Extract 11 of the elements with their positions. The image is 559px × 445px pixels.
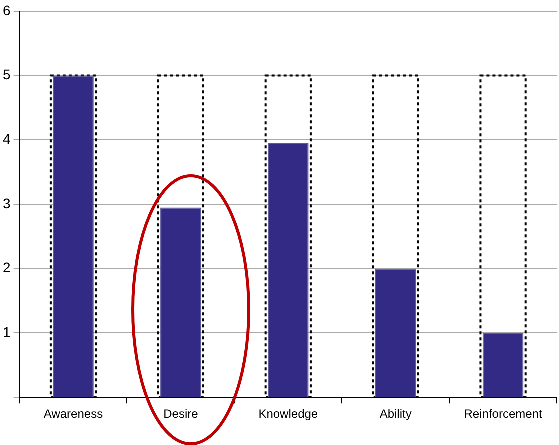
x-tick-label: Ability <box>380 407 412 422</box>
y-tick-label: 3 <box>2 195 11 212</box>
y-tick-label: 2 <box>2 260 11 276</box>
x-tick-label: Awareness <box>44 407 104 422</box>
x-tick-label: Desire <box>164 407 199 422</box>
y-tick-label: 1 <box>2 324 11 340</box>
x-tick-label: Knowledge <box>258 407 318 422</box>
y-tick-label: 6 <box>2 2 11 18</box>
x-tick-label: Reinforcement <box>464 407 543 422</box>
y-tick-label: 4 <box>2 130 11 147</box>
y-tick-label: 5 <box>2 66 11 83</box>
